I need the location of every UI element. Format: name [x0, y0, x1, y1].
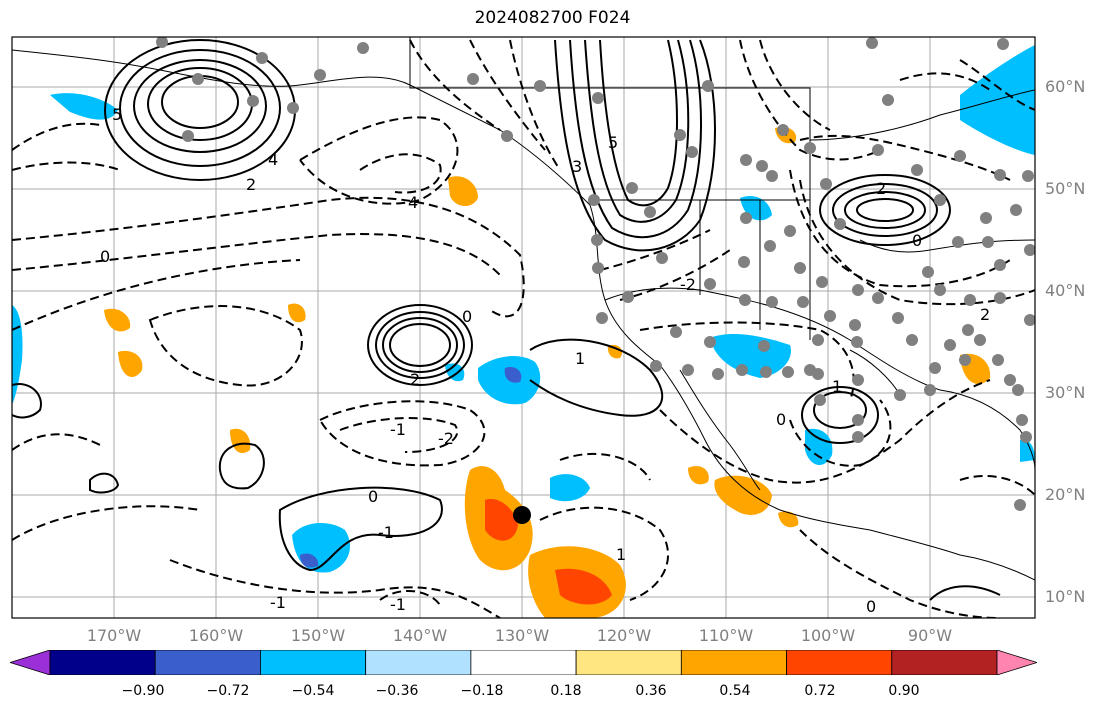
colorbar-tick: −0.36 [375, 683, 419, 699]
colorbar-tick: 0.90 [888, 683, 920, 699]
colorbar-segment [786, 650, 893, 675]
anomaly-warm-patch [118, 350, 143, 377]
anomaly-warm-core [485, 499, 518, 541]
anomaly-cold-patch [12, 305, 23, 405]
contour-label: 0 [912, 231, 922, 250]
contour-label: 4 [408, 193, 418, 212]
colorbar-tick: −0.54 [291, 683, 335, 699]
lat-label-40n: 40°N [1045, 281, 1086, 300]
anomaly-warm-patch [778, 511, 799, 528]
anomaly-cold-patch [1020, 439, 1035, 462]
anomaly-cold-patch [50, 93, 118, 120]
contour-label: 0 [462, 307, 472, 326]
colorbar-segment [680, 650, 787, 675]
lon-label-100w: 100°W [800, 626, 856, 645]
colorbar-tick: 0.18 [550, 683, 582, 699]
colorbar-tick: −0.90 [121, 683, 165, 699]
colorbar [10, 650, 1037, 675]
contour-label: 1 [832, 377, 842, 396]
contour-label: 0 [100, 247, 110, 266]
contour-label: 5 [608, 133, 618, 152]
contour-label: 2 [410, 370, 420, 389]
positive-contours [12, 39, 1001, 601]
anomaly-cold-patch [960, 45, 1035, 155]
colorbar-extension-high [996, 650, 1037, 675]
lon-label-150w: 150°W [290, 626, 346, 645]
contour-label: 0 [776, 410, 786, 429]
colorbar-tick: −0.72 [206, 683, 250, 699]
anomaly-warm-patch [104, 308, 131, 332]
contour-labels: 5 4 2 4 3 5 2 0 2 0 1 -1 -2 -1 0 -1 -1 0… [100, 105, 990, 616]
anomaly-warm-patch [230, 428, 251, 454]
anomaly-cold-patch [805, 428, 833, 466]
anomaly-cold-patch [550, 474, 590, 502]
contour-label: -2 [438, 429, 454, 448]
storm-center-marker [513, 506, 531, 524]
contour-label: -1 [390, 595, 406, 614]
colorbar-extension-low [10, 650, 51, 675]
colorbar-segment [260, 650, 367, 675]
anomaly-warm-patch [288, 303, 306, 323]
contour-label: 3 [572, 157, 582, 176]
colorbar-tick: −0.18 [460, 683, 504, 699]
shaded-anomalies [12, 45, 1035, 618]
anomaly-warm-patch [714, 475, 772, 515]
anomaly-cold-core [300, 553, 319, 568]
map-frame [11, 36, 1036, 619]
lon-label-140w: 140°W [392, 626, 448, 645]
anomaly-warm-core [555, 568, 612, 605]
map-title: 2024082700 F024 [474, 8, 631, 28]
contour-label: -1 [270, 593, 286, 612]
colorbar-segment [154, 650, 261, 675]
station-markers [156, 37, 1035, 511]
colorbar-tick: 0.72 [804, 683, 836, 699]
contour-label: -1 [378, 523, 394, 542]
anomaly-warm-patch [448, 176, 478, 207]
contour-label: 4 [268, 150, 278, 169]
contour-label: 1 [616, 545, 626, 564]
lon-label-170w: 170°W [86, 626, 142, 645]
lat-label-50n: 50°N [1045, 179, 1086, 198]
contour-label: 2 [246, 175, 256, 194]
colorbar-tick: 0.54 [719, 683, 751, 699]
contour-label: 2 [876, 179, 886, 198]
contour-label: 0 [866, 597, 876, 616]
contour-label: 1 [575, 349, 585, 368]
anomaly-cold-patch [710, 334, 791, 378]
lat-label-30n: 30°N [1045, 383, 1086, 402]
anomaly-warm-patch [607, 344, 623, 359]
lon-label-90w: 90°W [907, 626, 953, 645]
colorbar-segment [470, 650, 577, 675]
negative-contours [12, 39, 1035, 618]
lat-label-20n: 20°N [1045, 485, 1086, 504]
contour-label: 2 [980, 305, 990, 324]
colorbar-tick: 0.36 [635, 683, 667, 699]
anomaly-warm-patch [688, 465, 709, 485]
contour-label: 0 [368, 487, 378, 506]
colorbar-segment [365, 650, 472, 675]
colorbar-segment [49, 650, 156, 675]
colorbar-segment [891, 650, 998, 675]
lat-label-10n: 10°N [1045, 587, 1086, 606]
anomaly-cold-core [504, 366, 522, 383]
lat-label-60n: 60°N [1045, 77, 1086, 96]
contour-label: 5 [112, 105, 122, 124]
coastlines [12, 37, 1035, 581]
lon-label-130w: 130°W [494, 626, 550, 645]
lon-label-160w: 160°W [188, 626, 244, 645]
colorbar-segment [575, 650, 682, 675]
contour-label: -1 [390, 420, 406, 439]
contour-label: -2 [680, 275, 696, 294]
lon-label-110w: 110°W [698, 626, 754, 645]
lon-label-120w: 120°W [596, 626, 652, 645]
